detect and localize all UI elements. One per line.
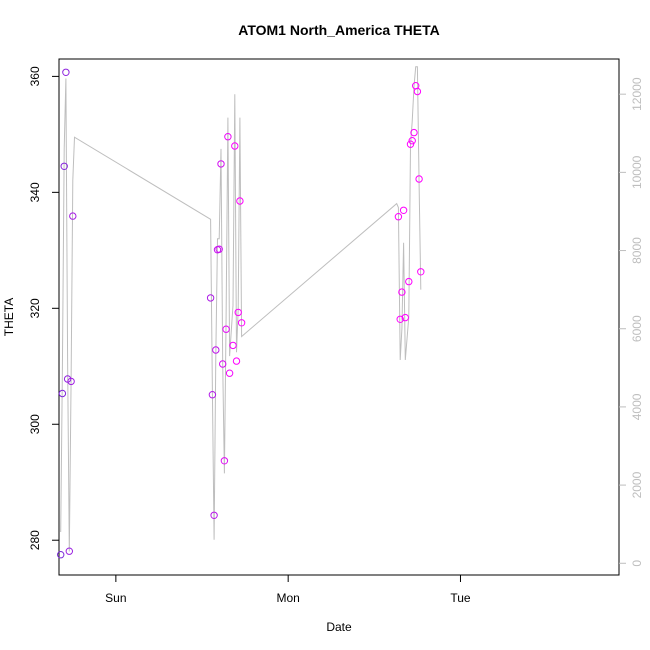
data-point bbox=[237, 319, 246, 327]
plot-frame bbox=[58, 58, 620, 576]
data-point bbox=[415, 175, 423, 183]
data-point bbox=[232, 357, 241, 365]
data-point bbox=[231, 142, 239, 150]
data-point bbox=[417, 268, 425, 276]
x-axis-label: Date bbox=[326, 620, 352, 634]
data-point bbox=[60, 162, 68, 171]
data-point bbox=[69, 212, 77, 220]
data-point bbox=[212, 346, 220, 354]
y-axis: 280 300 320 340 360 bbox=[28, 66, 59, 550]
data-point bbox=[57, 551, 65, 559]
data-point bbox=[224, 133, 232, 141]
y-tick-label: 360 bbox=[28, 66, 42, 86]
data-point bbox=[410, 128, 418, 137]
x-tick-label: Mon bbox=[276, 591, 299, 605]
y-axis-label: THETA bbox=[2, 298, 16, 336]
y-tick-label: 340 bbox=[28, 182, 42, 202]
data-point bbox=[67, 377, 75, 386]
series-line bbox=[60, 66, 422, 552]
y-tick-label: 320 bbox=[28, 298, 42, 318]
data-point bbox=[413, 87, 422, 96]
data-point bbox=[401, 313, 409, 322]
data-point bbox=[405, 277, 413, 286]
y2-tick-label: 4000 bbox=[630, 393, 644, 420]
data-point bbox=[62, 68, 70, 77]
data-point bbox=[208, 391, 217, 399]
y2-tick-label: 6000 bbox=[630, 315, 644, 342]
x-tick-label: Tue bbox=[450, 591, 471, 605]
data-point bbox=[219, 360, 227, 368]
data-point bbox=[399, 206, 408, 215]
y2-tick-label: 0 bbox=[630, 560, 644, 567]
scatter-points bbox=[57, 68, 425, 559]
y2-tick-label: 8000 bbox=[630, 237, 644, 264]
data-point bbox=[236, 197, 244, 205]
x-tick-label: Sun bbox=[105, 591, 126, 605]
data-point bbox=[65, 547, 74, 555]
x-axis: Sun Mon Tue bbox=[105, 575, 471, 605]
data-point bbox=[229, 341, 237, 350]
data-point bbox=[210, 511, 218, 519]
y-axis-right: 0 2000 4000 6000 8000 10000 12000 bbox=[619, 77, 644, 567]
data-point bbox=[225, 369, 234, 377]
data-point bbox=[234, 308, 242, 317]
data-point bbox=[396, 315, 404, 323]
data-point bbox=[394, 213, 403, 221]
line-series bbox=[60, 66, 422, 552]
data-point bbox=[215, 245, 223, 253]
y2-tick-label: 12000 bbox=[630, 77, 644, 111]
data-point bbox=[398, 288, 406, 296]
data-point bbox=[222, 325, 230, 333]
data-point bbox=[408, 137, 416, 145]
y2-tick-label: 2000 bbox=[630, 471, 644, 498]
y2-tick-label: 10000 bbox=[630, 155, 644, 189]
y-tick-label: 300 bbox=[28, 414, 42, 434]
data-point bbox=[220, 457, 229, 465]
chart-title: ATOM1 North_America THETA bbox=[238, 22, 439, 38]
data-point bbox=[406, 140, 415, 148]
data-point bbox=[217, 160, 225, 168]
data-point bbox=[58, 389, 67, 398]
data-point bbox=[206, 294, 215, 302]
y-tick-label: 280 bbox=[28, 530, 42, 550]
